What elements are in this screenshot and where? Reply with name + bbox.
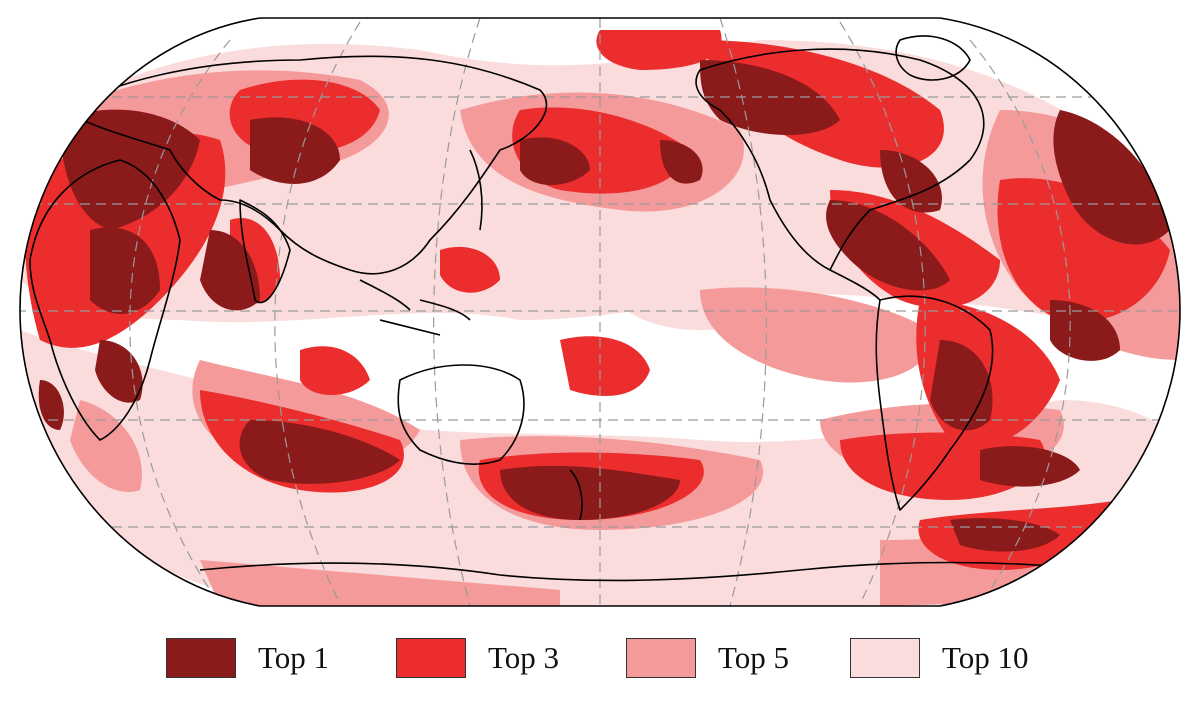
- legend-label-top1: Top 1: [258, 640, 330, 675]
- legend-swatch-top10: [850, 638, 920, 678]
- legend-swatch-top3: [396, 638, 466, 678]
- graticule: [20, 18, 1180, 606]
- legend-swatch-top5: [626, 638, 696, 678]
- map-border: [19, 17, 1181, 607]
- world-map: [19, 17, 1181, 607]
- heat-field: [20, 18, 1180, 606]
- map-svg: [19, 17, 1181, 607]
- legend-label-top3: Top 3: [488, 640, 560, 675]
- coastlines: [29, 35, 1101, 582]
- legend-swatch-top1: [166, 638, 236, 678]
- legend: Top 1 Top 3 Top 5 Top 10: [0, 630, 1200, 690]
- legend-label-top10: Top 10: [942, 640, 1029, 675]
- legend-label-top5: Top 5: [718, 640, 790, 675]
